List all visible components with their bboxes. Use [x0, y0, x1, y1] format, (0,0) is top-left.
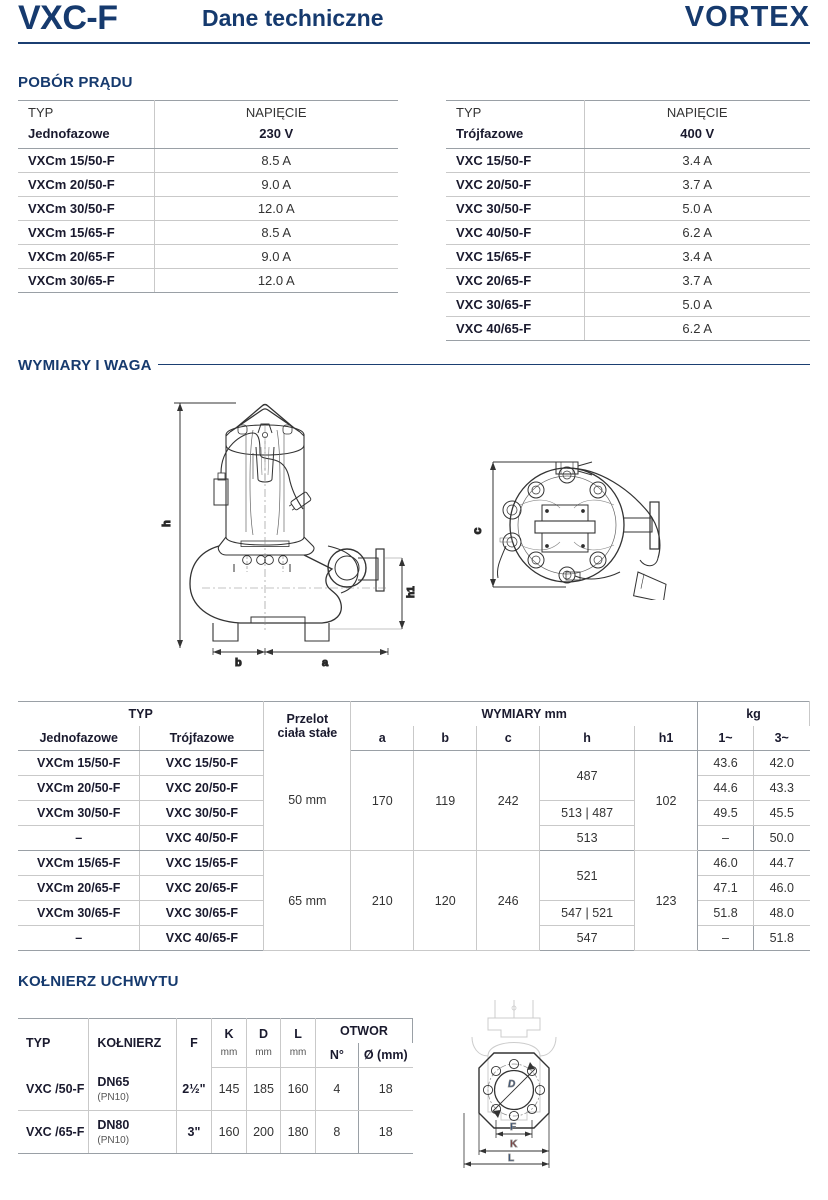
svg-text:K: K: [510, 1139, 518, 1150]
svg-text:h1: h1: [406, 586, 417, 598]
svg-text:c: c: [470, 527, 484, 534]
svg-text:L: L: [508, 1153, 514, 1164]
svg-text:F: F: [510, 1122, 516, 1133]
svg-text:b: b: [235, 657, 242, 669]
svg-text:a: a: [322, 657, 329, 669]
svg-text:h: h: [161, 520, 173, 527]
svg-text:D: D: [508, 1079, 515, 1090]
